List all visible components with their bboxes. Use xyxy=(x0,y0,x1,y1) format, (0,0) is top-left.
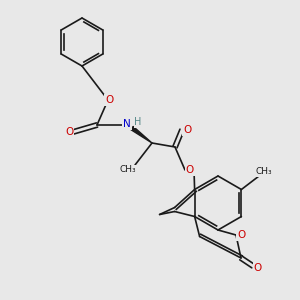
Text: O: O xyxy=(186,165,194,175)
Text: O: O xyxy=(105,95,113,105)
Text: H: H xyxy=(134,117,142,127)
Text: O: O xyxy=(254,263,262,273)
Text: CH₃: CH₃ xyxy=(255,167,272,176)
Text: O: O xyxy=(183,125,191,135)
Text: O: O xyxy=(237,230,245,240)
Polygon shape xyxy=(131,126,152,143)
Text: N: N xyxy=(123,119,131,129)
Text: O: O xyxy=(65,127,73,137)
Text: CH₃: CH₃ xyxy=(120,166,136,175)
